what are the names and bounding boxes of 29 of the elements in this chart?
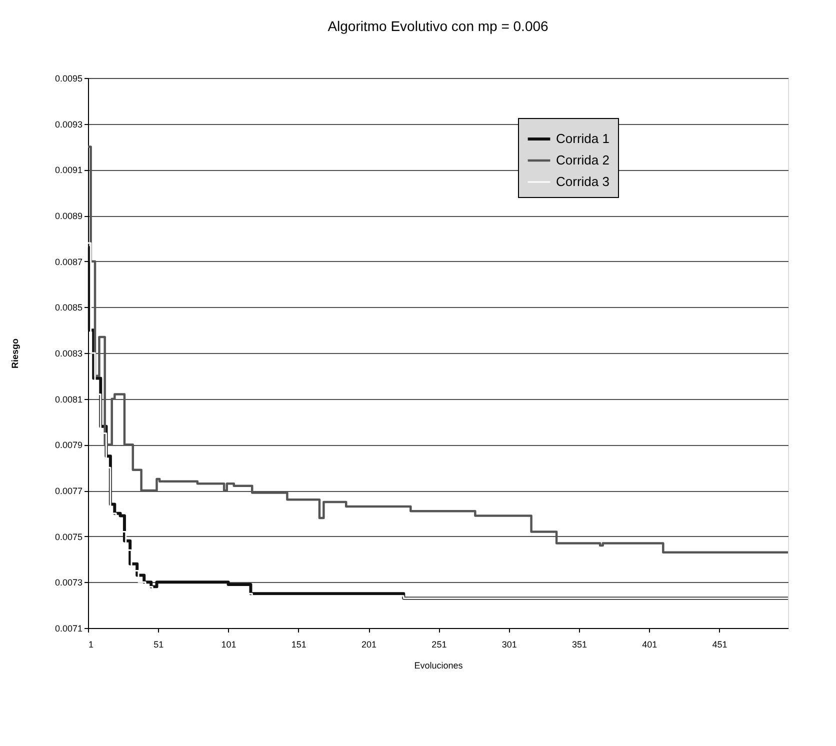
chart-title: Algoritmo Evolutivo con mp = 0.006 [328, 18, 549, 34]
x-tick-label: 451 [712, 640, 728, 650]
y-tick-label: 0.0071 [54, 624, 82, 634]
x-tick-label: 351 [572, 640, 587, 650]
legend-label: Corrida 2 [556, 152, 610, 168]
x-tick-label: 301 [502, 640, 517, 650]
y-tick-label: 0.0095 [54, 74, 82, 84]
y-tick-label: 0.0089 [54, 211, 82, 221]
y-tick-label: 0.0093 [54, 119, 82, 130]
x-tick-label: 1 [88, 640, 94, 650]
y-tick-label: 0.0079 [54, 440, 82, 450]
y-tick-label: 0.0081 [54, 394, 82, 404]
y-tick-label: 0.0083 [54, 348, 82, 358]
x-tick-label: 101 [221, 640, 236, 650]
x-tick-label: 201 [362, 640, 377, 650]
y-tick-label: 0.0087 [54, 256, 82, 267]
x-tick-label: 251 [432, 640, 447, 650]
x-tick-label: 51 [154, 640, 164, 650]
x-axis-title: Evoluciones [414, 660, 464, 670]
y-tick-label: 0.0091 [54, 165, 82, 176]
x-tick-label: 401 [642, 640, 658, 650]
legend-label: Corrida 3 [556, 174, 610, 189]
y-tick-label: 0.0073 [54, 578, 82, 588]
y-axis-title: Riesgo [10, 338, 20, 369]
y-tick-label: 0.0077 [54, 486, 82, 496]
legend-label: Corrida 1 [556, 131, 610, 146]
y-tick-label: 0.0075 [54, 532, 82, 542]
x-tick-label: 151 [291, 640, 306, 650]
y-tick-label: 0.0085 [54, 302, 82, 313]
